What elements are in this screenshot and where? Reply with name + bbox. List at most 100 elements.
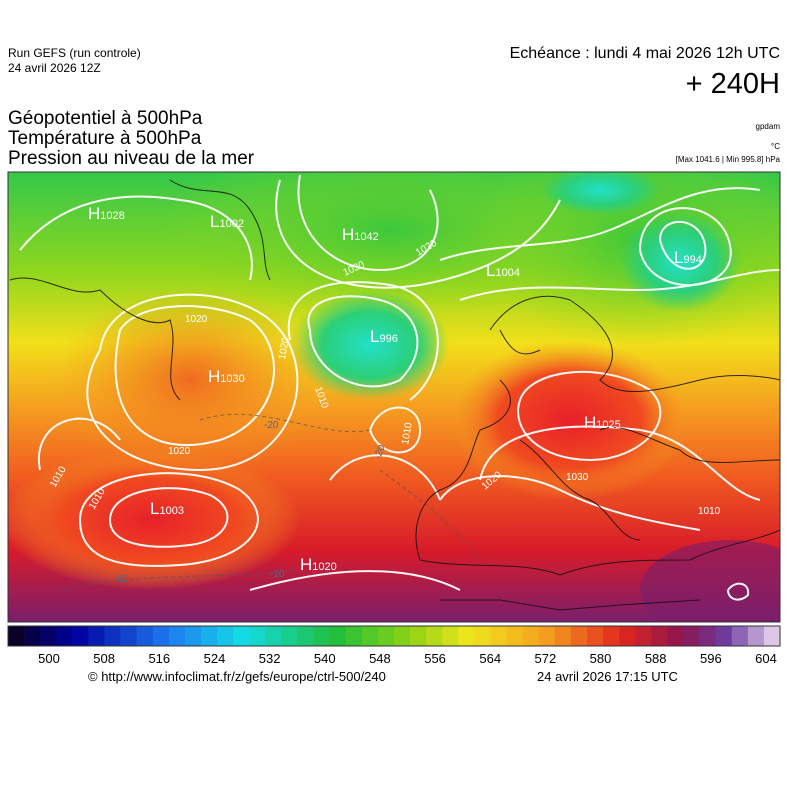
center-letter: L <box>210 212 219 231</box>
colorbar-swatch <box>72 626 89 646</box>
pressure-centers: H1028 L1002 H1042 L1004 L994 L996 H1030 … <box>88 204 702 574</box>
center-value: 1042 <box>354 231 378 243</box>
center-letter: L <box>674 248 683 267</box>
center-value: 1002 <box>219 218 243 230</box>
pressure-center: L996 <box>370 327 398 346</box>
colorbar-label: 516 <box>148 651 170 666</box>
colorbar-swatch <box>410 626 427 646</box>
colorbar-swatch <box>297 626 314 646</box>
unit: gpdam <box>755 122 780 131</box>
colorbar-swatch <box>265 626 282 646</box>
colorbar-swatch <box>394 626 411 646</box>
legend-line: Pression au niveau de la mer <box>8 148 255 169</box>
center-value: 1020 <box>312 561 336 573</box>
colorbar-label: 596 <box>700 651 722 666</box>
colorbar-label: 604 <box>755 651 777 666</box>
pressure-center: L994 <box>674 248 702 267</box>
colorbar-swatch <box>554 626 572 646</box>
colorbar-swatch <box>506 626 523 646</box>
colorbar-swatch <box>24 626 41 646</box>
colorbar-swatch <box>458 626 475 646</box>
colorbar-swatch <box>8 626 25 646</box>
colorbar-swatch <box>715 626 733 646</box>
colorbar-swatch <box>731 626 749 646</box>
colorbar-swatch <box>763 626 781 646</box>
contour-label: 1010 <box>400 421 415 445</box>
contour-label: 1010 <box>698 506 721 517</box>
center-value: 1025 <box>596 419 620 431</box>
contour-label: 1030 <box>566 472 589 483</box>
colorbar-label: 524 <box>204 651 226 666</box>
legend-line: Géopotentiel à 500hPa <box>8 108 203 129</box>
center-value: 994 <box>683 254 701 266</box>
colorbar-swatch <box>683 626 700 646</box>
colorbar-swatch <box>329 626 347 646</box>
pressure-center: L1002 <box>210 212 244 231</box>
center-value: 1028 <box>100 210 124 222</box>
pressure-center: H1025 <box>584 413 621 432</box>
colorbar-swatch <box>88 626 105 646</box>
center-letter: H <box>342 225 354 244</box>
pressure-center: L1004 <box>486 261 520 280</box>
colorbar: 500 508 516 524 532 540 548 556 564 572 580 588 596 6… <box>7 625 781 666</box>
colorbar-swatch <box>168 626 186 646</box>
pressure-center: H1042 <box>342 225 379 244</box>
pressure-center: H1020 <box>300 555 337 574</box>
colorbar-swatch <box>442 626 459 646</box>
contour-label: 1020 <box>185 314 208 325</box>
colorbar-label: 540 <box>314 651 336 666</box>
colorbar-swatch <box>522 626 540 646</box>
colorbar-swatch <box>345 626 363 646</box>
center-letter: H <box>300 555 312 574</box>
colorbar-label: 564 <box>479 651 501 666</box>
colorbar-label: 508 <box>93 651 115 666</box>
colorbar-swatch <box>699 626 716 646</box>
source-url: © http://www.infoclimat.fr/z/gefs/europe… <box>88 669 386 684</box>
colorbar-swatch <box>217 626 234 646</box>
colorbar-swatch <box>747 626 765 646</box>
colorbar-label: 500 <box>38 651 60 666</box>
field <box>8 172 780 622</box>
colorbar-swatch <box>361 626 379 646</box>
colorbar-swatch <box>426 626 443 646</box>
valid-time: Echéance : lundi 4 mai 2026 12h UTC <box>509 45 780 62</box>
colorbar-swatch <box>40 626 57 646</box>
colorbar-swatch <box>201 626 218 646</box>
colorbar-swatch <box>184 626 202 646</box>
colorbar-label: 572 <box>535 651 557 666</box>
colorbar-swatch <box>281 626 298 646</box>
colorbar-swatch <box>249 626 266 646</box>
pressure-center: H1028 <box>88 204 125 223</box>
contour-label: -20 <box>372 443 387 461</box>
colorbar-swatch <box>474 626 491 646</box>
colorbar-swatch <box>619 626 636 646</box>
colorbar-swatch <box>570 626 588 646</box>
contour-label: -10 <box>114 574 129 585</box>
colorbar-swatch <box>667 626 684 646</box>
legend-line: Température à 500hPa <box>8 128 202 149</box>
generated-time: 24 avril 2026 17:15 UTC <box>537 669 678 684</box>
contour-label: -10 <box>270 569 285 580</box>
colorbar-swatch <box>313 626 330 646</box>
colorbar-swatch <box>490 626 507 646</box>
center-value: 1030 <box>220 373 244 385</box>
contour-label: -20 <box>264 420 279 431</box>
colorbar-swatch <box>233 626 250 646</box>
colorbar-swatch <box>152 626 170 646</box>
colorbar-swatch <box>587 626 604 646</box>
center-letter: H <box>208 367 220 386</box>
colorbar-label: 532 <box>259 651 281 666</box>
run-label: Run GEFS (run controle) <box>8 46 141 60</box>
colorbar-swatch <box>538 626 556 646</box>
colorbar-label: 556 <box>424 651 446 666</box>
center-letter: H <box>88 204 100 223</box>
colorbar-label: 548 <box>369 651 391 666</box>
pressure-center: H1030 <box>208 367 245 386</box>
colorbar-swatch <box>56 626 73 646</box>
colorbar-frame <box>7 625 781 647</box>
center-letter: L <box>370 327 379 346</box>
contour-label: 1020 <box>277 336 292 360</box>
unit: [Max 1041.6 | Min 995.8] hPa <box>675 155 780 164</box>
